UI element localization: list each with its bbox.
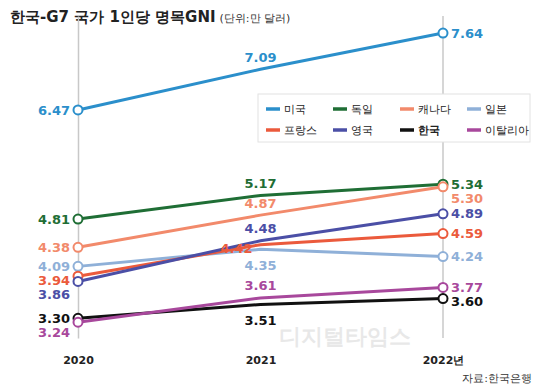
legend-swatch [266, 107, 280, 111]
legend-box [258, 94, 530, 142]
data-label: 4.24 [451, 249, 483, 264]
legend-swatch [467, 107, 481, 111]
marker [439, 294, 448, 303]
x-axis: 2020 2021 2022년 [63, 354, 464, 367]
data-label: 3.24 [38, 325, 70, 340]
marker [439, 209, 448, 218]
legend-swatch [266, 128, 280, 132]
data-label: 5.34 [451, 177, 483, 192]
marker [74, 277, 83, 286]
legend-label: 일본 [485, 103, 507, 116]
legend-item: 프랑스 [266, 124, 317, 137]
marker [74, 262, 83, 271]
data-label: 7.09 [244, 50, 276, 65]
data-label: 6.47 [38, 103, 70, 118]
legend-label: 이탈리아 [485, 124, 529, 137]
data-label: 4.35 [244, 258, 276, 273]
legend-swatch [400, 128, 414, 132]
legend-item: 일본 [467, 103, 507, 116]
legend-item: 이탈리아 [467, 124, 529, 137]
data-label: 4.38 [38, 240, 70, 255]
legend-swatch [467, 128, 481, 132]
legend-item: 독일 [333, 103, 373, 116]
legend-item: 영국 [333, 124, 373, 137]
x-tick: 2022년 [423, 354, 465, 367]
legend-label: 영국 [351, 124, 373, 137]
marker [74, 215, 83, 224]
series-line [78, 214, 443, 282]
subtitle: (단위:만 달러) [220, 12, 291, 25]
legend-label: 독일 [351, 103, 373, 116]
x-tick-label: 2022년 [423, 354, 465, 367]
x-tick: 2020 [63, 354, 94, 367]
chart-container: 한국-G7 국가 1인당 명목GNI (단위:만 달러) 2020 2021 2022년… [0, 0, 540, 388]
legend-swatch [333, 128, 347, 132]
data-label: 3.61 [244, 278, 276, 293]
legend-item: 캐나다 [400, 103, 451, 116]
marker [439, 229, 448, 238]
data-label: 4.87 [244, 196, 276, 211]
x-tick-label: 2021 [246, 354, 277, 367]
data-label: 4.59 [451, 226, 483, 241]
legend-label: 한국 [418, 124, 440, 137]
legend-item: 미국 [266, 103, 306, 116]
marker [74, 318, 83, 327]
y-axis [78, 17, 79, 339]
legend-label: 미국 [284, 103, 306, 116]
data-label: 5.17 [244, 176, 276, 191]
data-label: 4.09 [38, 259, 70, 274]
data-label: 3.30 [38, 311, 70, 326]
marker [74, 243, 83, 252]
data-label: 7.64 [451, 26, 483, 41]
plot-area [74, 29, 448, 327]
title: 한국-G7 국가 1인당 명목GNI [10, 8, 216, 26]
data-label: 3.86 [38, 287, 70, 302]
data-label: 4.48 [244, 221, 276, 236]
data-label: 3.94 [38, 273, 70, 288]
legend-label: 프랑스 [284, 124, 317, 137]
data-label: 3.51 [244, 313, 276, 328]
marker [439, 182, 448, 191]
x-tick: 2021 [246, 354, 277, 367]
watermark: 디지털타임스 [279, 324, 411, 349]
marker [439, 283, 448, 292]
data-label: 4.42 [220, 241, 252, 256]
data-label: 3.77 [451, 280, 483, 295]
marker [439, 29, 448, 38]
x-tick-label: 2020 [63, 354, 94, 367]
data-labels: 6.47 4.81 4.38 4.093.943.86 3.303.24 7.09 5.17… [38, 26, 483, 340]
marker [439, 252, 448, 261]
legend-label: 캐나다 [418, 103, 451, 116]
data-label: 5.30 [451, 191, 483, 206]
source: 자료:한국은행 [462, 372, 532, 385]
chart-svg: 한국-G7 국가 1인당 명목GNI (단위:만 달러) 2020 2021 2022년… [0, 0, 540, 388]
legend-item: 한국 [400, 124, 440, 137]
data-label: 3.60 [451, 294, 483, 309]
marker [74, 105, 83, 114]
legend: 미국 독일 캐나다 일본프랑스 영국 한국 이탈리아 [258, 94, 530, 142]
y-axis-line [78, 17, 80, 339]
data-label: 4.89 [451, 206, 483, 221]
legend-swatch [333, 107, 347, 111]
data-label: 4.81 [38, 212, 70, 227]
legend-swatch [400, 107, 414, 111]
